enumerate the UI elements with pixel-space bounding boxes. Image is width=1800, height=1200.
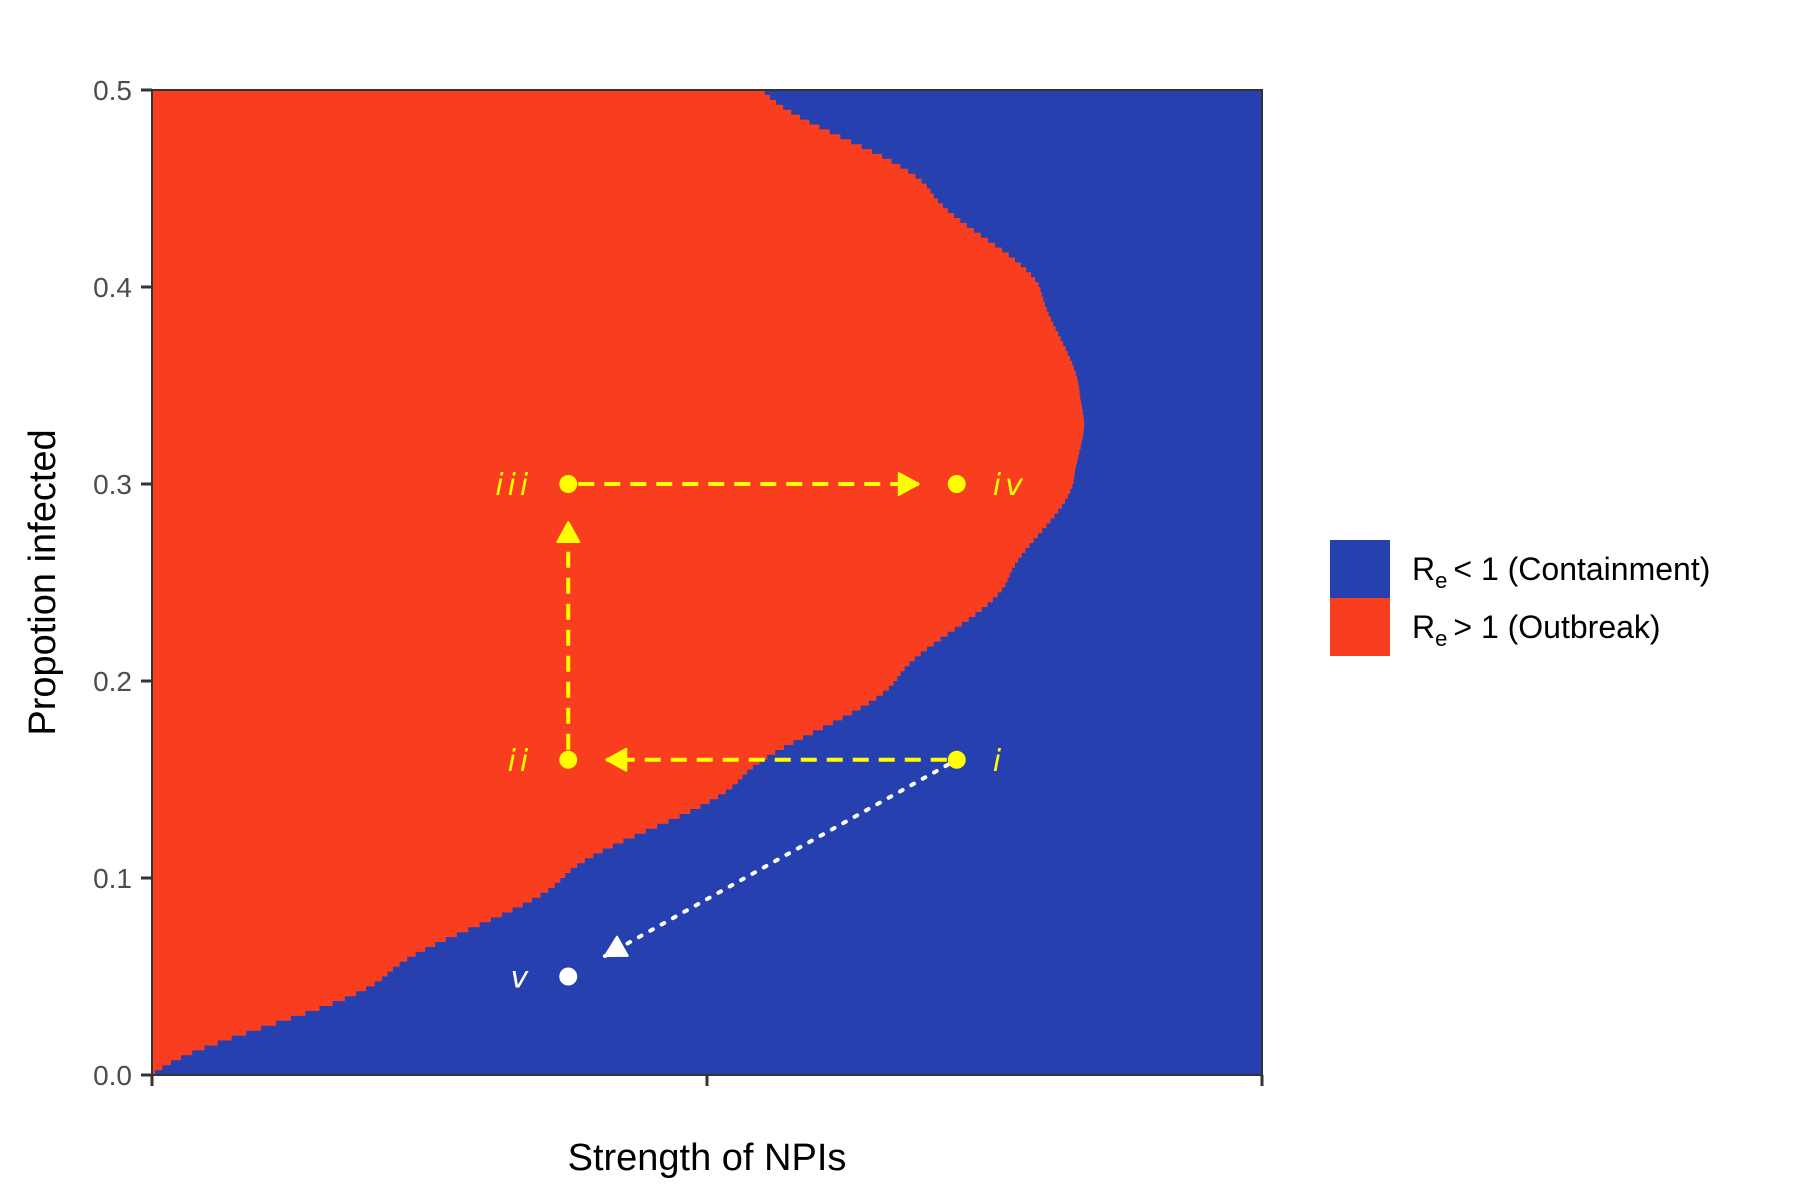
- y-tick-label: 0.5: [93, 75, 132, 106]
- legend-label: Re < 1 (Containment): [1412, 551, 1710, 593]
- x-axis-title: Strength of NPIs: [568, 1137, 847, 1179]
- path-arrows: [556, 472, 951, 959]
- y-tick-label: 0.3: [93, 469, 132, 500]
- y-tick-label: 0.4: [93, 272, 132, 303]
- arrow-line: [602, 762, 951, 959]
- arrow-head: [603, 935, 629, 957]
- point-i: [947, 750, 966, 769]
- point-label-ii: ii: [508, 744, 533, 779]
- legend-swatch: [1330, 540, 1390, 598]
- point-label-iii: iii: [495, 468, 532, 503]
- arrow-ii-to-iii: [556, 521, 581, 750]
- point-label-v: v: [510, 961, 532, 996]
- y-tick-label: 0.0: [93, 1060, 132, 1091]
- legend-item-outbreak: Re > 1 (Outbreak): [1330, 598, 1661, 656]
- arrow-head: [897, 472, 920, 496]
- legend-label: Re > 1 (Outbreak): [1412, 609, 1661, 651]
- y-axis: 0.0 0.1 0.2 0.3 0.4 0.5: [93, 75, 152, 1091]
- x-axis: [150, 1075, 1264, 1086]
- legend-item-containment: Re < 1 (Containment): [1330, 540, 1710, 598]
- arrow-i-to-ii: [605, 747, 947, 772]
- arrow-head: [556, 521, 581, 543]
- legend-swatch: [1330, 598, 1390, 656]
- point-iii: [559, 475, 578, 493]
- point-label-i: i: [993, 744, 1005, 779]
- outbreak-region: [152, 90, 1085, 1075]
- legend: Re < 1 (Containment) Re > 1 (Outbreak): [1330, 540, 1710, 656]
- point-iv: [947, 475, 966, 493]
- y-axis-title: Propotion infected: [22, 429, 64, 735]
- y-tick-label: 0.2: [93, 666, 132, 697]
- arrow-i-to-v: [602, 762, 951, 959]
- point-label-iv: iv: [993, 468, 1027, 503]
- arrow-head: [605, 747, 628, 772]
- point-v: [559, 967, 578, 986]
- y-tick-label: 0.1: [93, 863, 132, 894]
- point-ii: [559, 750, 578, 769]
- arrow-iii-to-iv: [578, 472, 920, 496]
